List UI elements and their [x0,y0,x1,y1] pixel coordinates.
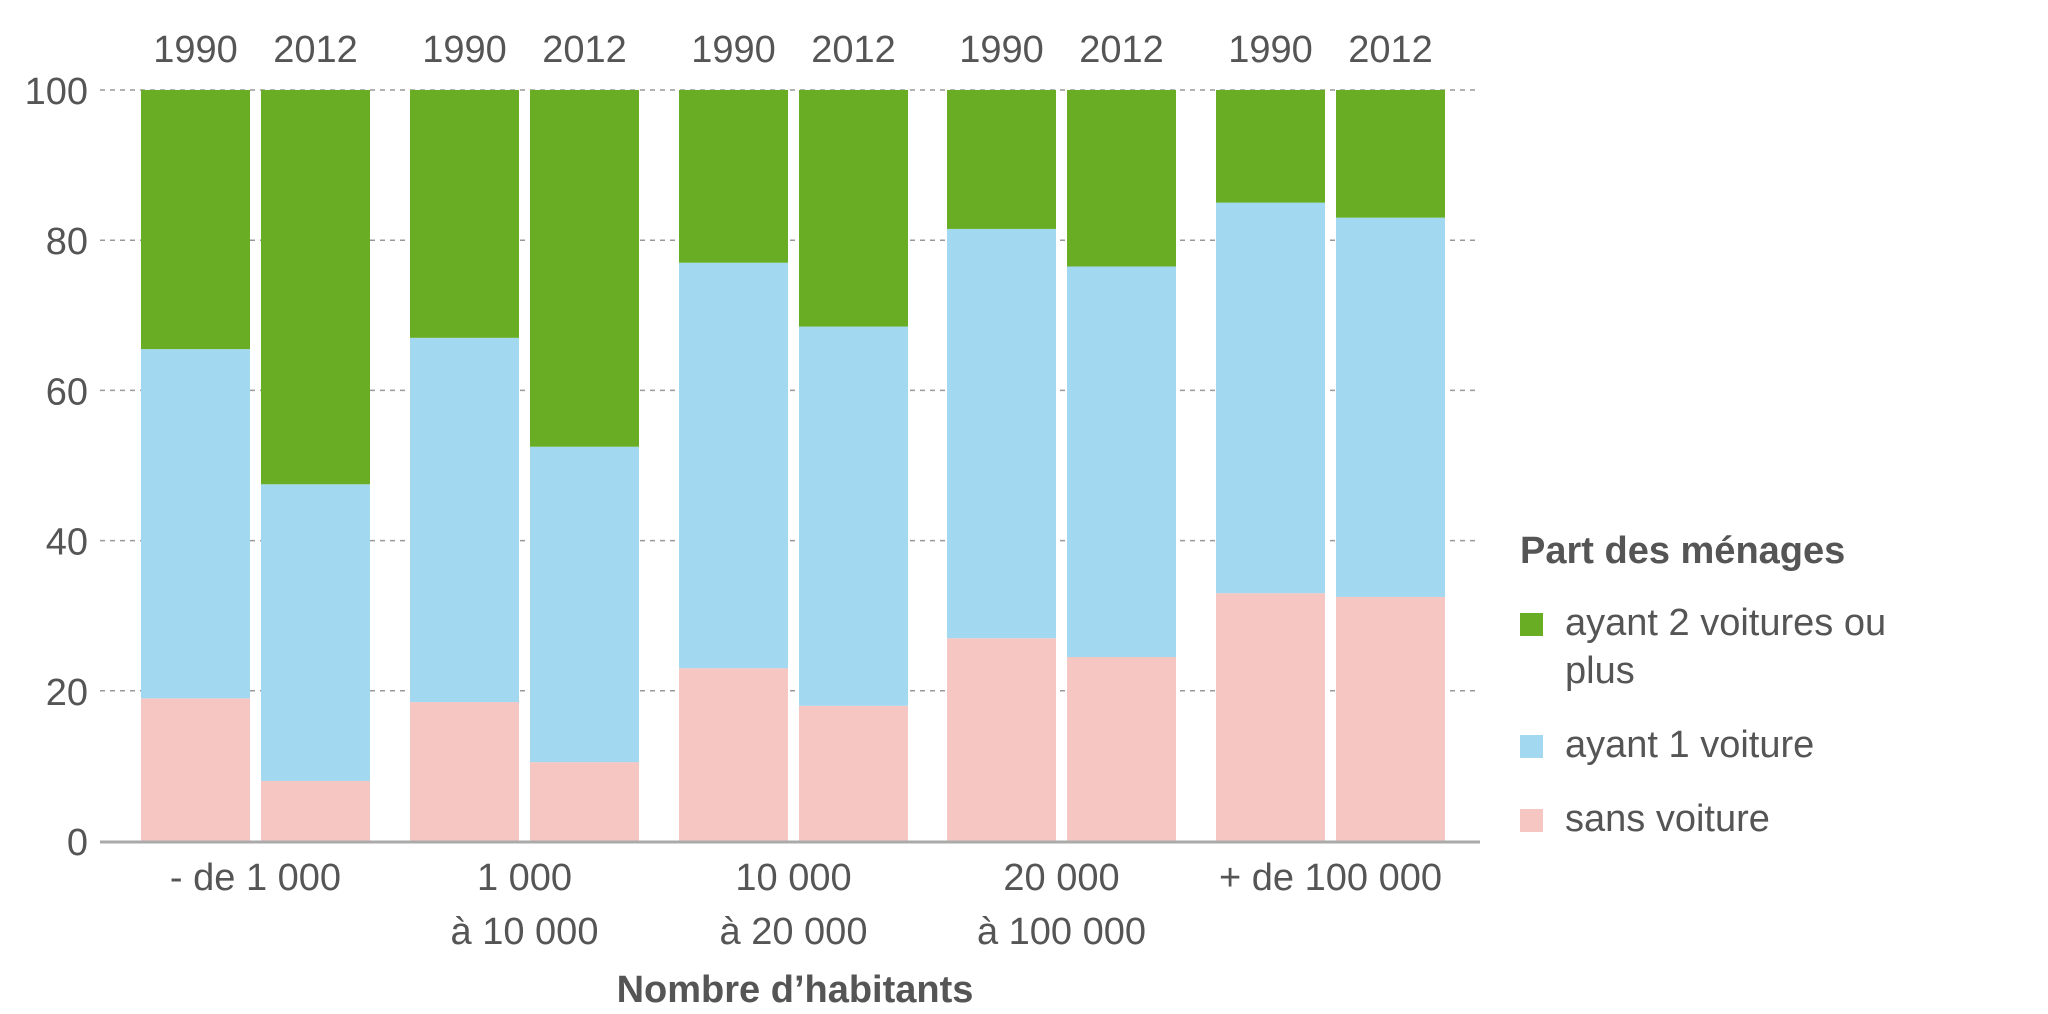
bar-segment-ayant-1-voiture [1067,266,1176,658]
y-tick-label: 100 [25,71,88,113]
y-tick-label: 40 [46,522,88,564]
bar-segment-ayant-2-voitures-ou-plus [1067,90,1176,267]
bar-segment-sans-voiture [141,698,250,841]
x-tick-label: 20 000 [1003,857,1119,899]
bar-segment-ayant-1-voiture [530,446,639,763]
year-label: 2012 [273,29,358,71]
x-tick-label: 10 000 [735,857,851,899]
bar-segment-ayant-1-voiture [947,228,1056,639]
bar-segment-sans-voiture [530,762,639,841]
legend-item-no-car: sans voiture [1520,795,1925,843]
legend-label: sans voiture [1565,798,1770,840]
bar-segment-ayant-2-voitures-ou-plus [410,90,519,338]
year-label: 1990 [691,29,776,71]
x-tick-label: - de 1 000 [170,857,341,899]
bar-segment-sans-voiture [679,668,788,841]
bar-segment-ayant-1-voiture [799,326,908,706]
bar-segment-ayant-2-voitures-ou-plus [141,90,250,350]
legend-swatch-blue [1520,735,1543,758]
legend-title: Part des ménages [1520,530,1846,572]
bar-segment-ayant-2-voitures-ou-plus [947,90,1056,229]
legend-item-one-car: ayant 1 voiture [1520,721,1925,769]
year-label: 1990 [1228,29,1313,71]
bar-segment-ayant-1-voiture [141,349,250,699]
bar-segment-ayant-1-voiture [1216,202,1325,594]
year-label: 2012 [811,29,896,71]
year-label: 1990 [959,29,1044,71]
legend-swatch-green [1520,613,1543,636]
bar-segment-ayant-2-voitures-ou-plus [679,90,788,263]
bar-segment-sans-voiture [1216,593,1325,841]
bar-segment-ayant-2-voitures-ou-plus [799,90,908,327]
bar-segment-ayant-1-voiture [261,484,370,781]
y-tick-label: 20 [46,672,88,714]
y-tick-label: 80 [46,221,88,263]
year-label: 2012 [1079,29,1164,71]
bar-segment-ayant-2-voitures-ou-plus [261,90,370,485]
legend-item-two-cars: ayant 2 voitures ou plus [1520,599,1925,695]
bar-segment-sans-voiture [261,780,370,841]
x-tick-label: 1 000 [477,857,572,899]
bar-segment-sans-voiture [799,705,908,841]
year-label: 2012 [1348,29,1433,71]
bar-segment-sans-voiture [1067,657,1176,841]
bar-segment-ayant-1-voiture [679,262,788,669]
x-tick-label: + de 100 000 [1219,857,1442,899]
y-tick-label: 0 [67,822,88,864]
year-label: 2012 [542,29,627,71]
bar-segment-ayant-1-voiture [410,337,519,703]
bar-segment-ayant-2-voitures-ou-plus [1216,90,1325,203]
bar-segment-ayant-2-voitures-ou-plus [530,90,639,447]
bar-segment-ayant-1-voiture [1336,217,1445,597]
legend-label: ayant 1 voiture [1565,724,1815,766]
bars [141,90,1445,841]
x-tick-label: à 20 000 [720,911,868,953]
x-tick-label: à 100 000 [977,911,1146,953]
x-axis-title: Nombre d’habitants [617,969,974,1011]
x-tick-label: à 10 000 [451,911,599,953]
x-tick-labels: - de 1 000 1 000 à 10 000 10 000 à 20 000 20 … [170,857,1442,953]
y-tick-label: 60 [46,371,88,413]
bar-segment-ayant-2-voitures-ou-plus [1336,90,1445,218]
legend-swatch-pink [1520,809,1543,832]
legend: Part des ménages ayant 2 voitures ou plu… [1520,530,1925,869]
legend-label: ayant 2 voitures ou plus [1565,602,1887,692]
bar-segment-sans-voiture [410,702,519,841]
bar-segment-sans-voiture [1336,596,1445,841]
year-label: 1990 [153,29,238,71]
year-labels: 1990 2012 1990 2012 1990 2012 1990 2012 1990 2012 [153,29,1433,71]
bar-segment-sans-voiture [947,638,1056,841]
year-label: 1990 [422,29,507,71]
y-tick-labels: 0 20 40 60 80 100 [25,71,88,864]
